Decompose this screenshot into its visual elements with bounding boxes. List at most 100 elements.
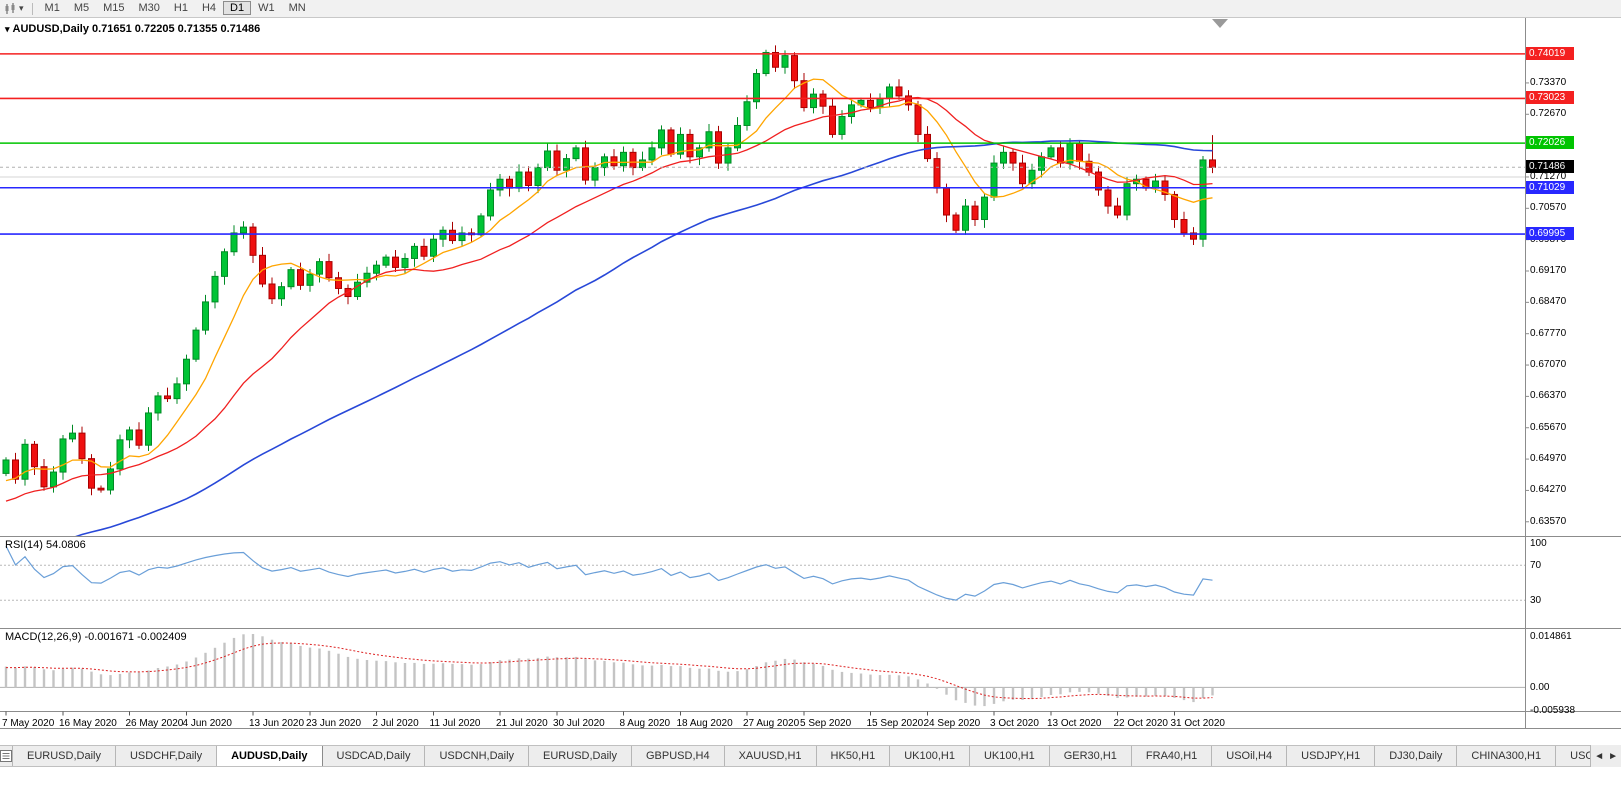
date-label: 26 May 2020: [126, 718, 184, 729]
chart-tab-eurusd-daily[interactable]: EURUSD,Daily: [529, 746, 632, 766]
chart-tab-usdjpy-h1[interactable]: USDJPY,H1: [1287, 746, 1376, 766]
date-label: 16 May 2020: [59, 718, 117, 729]
chart-tab-gbpusd-h4[interactable]: GBPUSD,H4: [632, 746, 725, 766]
date-label: 27 Aug 2020: [743, 718, 800, 729]
chart-type-icon[interactable]: [4, 2, 18, 15]
candle: [762, 51, 770, 75]
chart-tab-usoil-h4[interactable]: USOil,H4: [1212, 746, 1288, 766]
candle: [183, 358, 190, 385]
candle: [506, 178, 513, 189]
candle: [297, 269, 304, 286]
candle: [772, 51, 779, 68]
candle: [696, 147, 703, 158]
macd-signal-line: [6, 642, 1213, 700]
timeframe-button-mn[interactable]: MN: [288, 2, 306, 14]
candle: [487, 189, 494, 217]
candle: [1028, 169, 1036, 185]
chart-collapse-caret-icon[interactable]: ▾: [5, 24, 10, 34]
candle: [173, 383, 181, 400]
timeframe-button-w1[interactable]: W1: [258, 2, 275, 14]
candle: [886, 86, 893, 100]
candle: [373, 264, 380, 274]
candle: [572, 147, 580, 160]
chart-tab-bar: EURUSD,Daily USDCHF,Daily AUDUSD,Daily USDC…: [0, 745, 1621, 767]
candle: [420, 245, 428, 257]
candle: [1114, 205, 1121, 216]
chart-tab-usdcad-daily[interactable]: USDCAD,Daily: [323, 746, 426, 766]
chart-tab-china300-h1[interactable]: CHINA300,H1: [1457, 746, 1557, 766]
tab-scroll-controls: ◄ ►: [1590, 745, 1621, 767]
timeframe-button-h4[interactable]: H4: [201, 2, 217, 14]
timeframe-button-h1[interactable]: H1: [173, 2, 188, 14]
rsi-indicator-label: RSI(14) 54.0806: [5, 539, 86, 551]
timeframe-button-d1[interactable]: D1: [223, 1, 252, 15]
tabs-scroll-left-icon[interactable]: ◄: [1594, 750, 1605, 762]
chart-tab-ger30-h1[interactable]: GER30,H1: [1050, 746, 1132, 766]
candle: [363, 272, 371, 283]
chart-tab-usdchf-daily[interactable]: USDCHF,Daily: [116, 746, 218, 766]
price-line-tag-0.69995: 0.69995: [1526, 227, 1574, 240]
candle: [401, 257, 409, 268]
candle: [620, 151, 627, 167]
candle: [69, 432, 76, 440]
macd-axis-label: 0.00: [1530, 682, 1550, 693]
chart-tab-usdcnh-daily[interactable]: USDCNH,Daily: [425, 746, 530, 766]
chart-tab-fra40-h1[interactable]: FRA40,H1: [1132, 746, 1213, 766]
candle: [40, 466, 48, 488]
candle: [164, 395, 171, 400]
chart-tab-uk100-h1[interactable]: UK100,H1: [890, 746, 970, 766]
candle: [895, 86, 903, 97]
candle: [154, 395, 162, 414]
candle: [2, 459, 10, 474]
chart-tab-audusd-daily[interactable]: AUDUSD,Daily: [217, 746, 323, 766]
candle: [1209, 159, 1216, 168]
candle: [192, 329, 200, 360]
candle: [544, 150, 551, 169]
candle: [230, 232, 238, 253]
candle: [135, 429, 143, 446]
timeframe-button-m5[interactable]: M5: [73, 2, 90, 14]
price-tick-label: 0.70570: [1530, 202, 1567, 213]
price-tick-label: 0.64970: [1530, 453, 1567, 464]
chart-tab-hk50-h1[interactable]: HK50,H1: [817, 746, 891, 766]
candle: [591, 167, 599, 181]
date-label: 3 Oct 2020: [990, 718, 1039, 729]
moving-average-55: [72, 139, 1213, 537]
candle: [249, 226, 257, 256]
candle: [278, 286, 285, 300]
timeframe-button-m15[interactable]: M15: [103, 2, 125, 14]
candle: [496, 178, 504, 191]
date-label: 7 May 2020: [2, 718, 55, 729]
chart-shift-marker[interactable]: [1212, 19, 1228, 28]
chart-type-dropdown-caret-icon[interactable]: ▾: [19, 3, 24, 13]
rsi-axis-label: 30: [1530, 595, 1542, 606]
candle: [240, 226, 247, 234]
candle: [97, 487, 105, 491]
timeframe-button-m30[interactable]: M30: [138, 2, 160, 14]
candle: [287, 269, 295, 288]
chart-tab-eurusd-daily[interactable]: EURUSD,Daily: [13, 746, 116, 766]
date-label: 21 Jul 2020: [496, 718, 548, 729]
moving-average-20: [5, 96, 1213, 502]
timeframe-button-m1[interactable]: M1: [44, 2, 60, 14]
candle: [21, 443, 29, 480]
candle: [1123, 183, 1131, 216]
chart-tab-uk100-h1[interactable]: UK100,H1: [970, 746, 1050, 766]
candle: [553, 150, 561, 171]
candle: [126, 429, 133, 441]
chart-area: ▾ AUDUSD,Daily 0.71651 0.72205 0.71355 0.…: [0, 18, 1621, 729]
candle: [715, 131, 722, 164]
price-tick-label: 0.67070: [1530, 359, 1567, 370]
tab-list-icon[interactable]: [0, 746, 13, 766]
price-line-tag-0.73023: 0.73023: [1526, 91, 1574, 104]
chart-tab-xauusd-h1[interactable]: XAUUSD,H1: [725, 746, 817, 766]
candle: [116, 439, 124, 470]
macd-indicator-label: MACD(12,26,9) -0.001671 -0.002409: [5, 631, 187, 643]
price-tick-label: 0.71270: [1530, 171, 1567, 182]
rsi-line: [5, 545, 1213, 601]
chart-tab-dj30-daily[interactable]: DJ30,Daily: [1375, 746, 1458, 766]
tabs-scroll-right-icon[interactable]: ►: [1608, 750, 1618, 762]
candle: [677, 133, 684, 155]
candle: [50, 471, 57, 488]
